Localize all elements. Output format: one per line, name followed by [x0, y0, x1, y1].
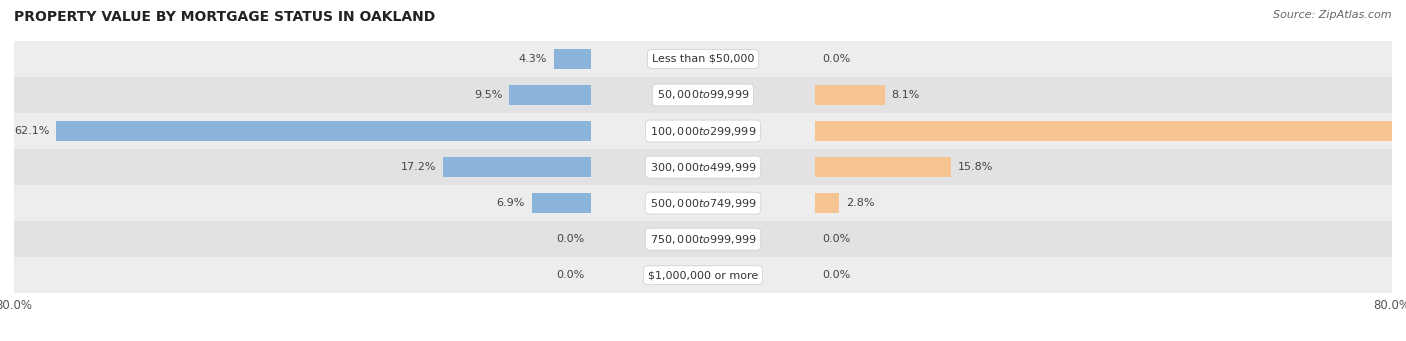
Text: $50,000 to $99,999: $50,000 to $99,999	[657, 89, 749, 102]
Text: 15.8%: 15.8%	[957, 162, 993, 172]
Text: 2.8%: 2.8%	[846, 198, 875, 208]
Bar	[509, 85, 591, 105]
Text: 0.0%: 0.0%	[823, 234, 851, 244]
Text: 0.0%: 0.0%	[555, 270, 583, 280]
Text: 6.9%: 6.9%	[496, 198, 524, 208]
Text: 4.3%: 4.3%	[519, 54, 547, 64]
Bar	[815, 85, 884, 105]
Bar	[815, 121, 1406, 141]
Text: $750,000 to $999,999: $750,000 to $999,999	[650, 233, 756, 246]
Bar	[56, 121, 591, 141]
Text: Less than $50,000: Less than $50,000	[652, 54, 754, 64]
Legend: Without Mortgage, With Mortgage: Without Mortgage, With Mortgage	[579, 339, 827, 341]
Bar	[14, 113, 1392, 149]
Text: 0.0%: 0.0%	[555, 234, 583, 244]
Bar	[531, 193, 591, 213]
Bar	[554, 49, 591, 69]
Text: 62.1%: 62.1%	[14, 126, 49, 136]
Bar	[14, 221, 1392, 257]
Text: $100,000 to $299,999: $100,000 to $299,999	[650, 124, 756, 137]
Bar	[14, 149, 1392, 185]
Bar	[14, 185, 1392, 221]
Bar	[815, 157, 950, 177]
Bar	[815, 193, 839, 213]
Bar	[14, 77, 1392, 113]
Text: 9.5%: 9.5%	[474, 90, 502, 100]
Bar	[14, 41, 1392, 77]
Text: 8.1%: 8.1%	[891, 90, 920, 100]
Bar	[14, 257, 1392, 293]
Text: PROPERTY VALUE BY MORTGAGE STATUS IN OAKLAND: PROPERTY VALUE BY MORTGAGE STATUS IN OAK…	[14, 10, 436, 24]
Text: $300,000 to $499,999: $300,000 to $499,999	[650, 161, 756, 174]
Text: 0.0%: 0.0%	[823, 54, 851, 64]
Text: $1,000,000 or more: $1,000,000 or more	[648, 270, 758, 280]
Text: $500,000 to $749,999: $500,000 to $749,999	[650, 197, 756, 210]
Bar	[443, 157, 591, 177]
Text: 17.2%: 17.2%	[401, 162, 436, 172]
Text: 0.0%: 0.0%	[823, 270, 851, 280]
Text: Source: ZipAtlas.com: Source: ZipAtlas.com	[1274, 10, 1392, 20]
